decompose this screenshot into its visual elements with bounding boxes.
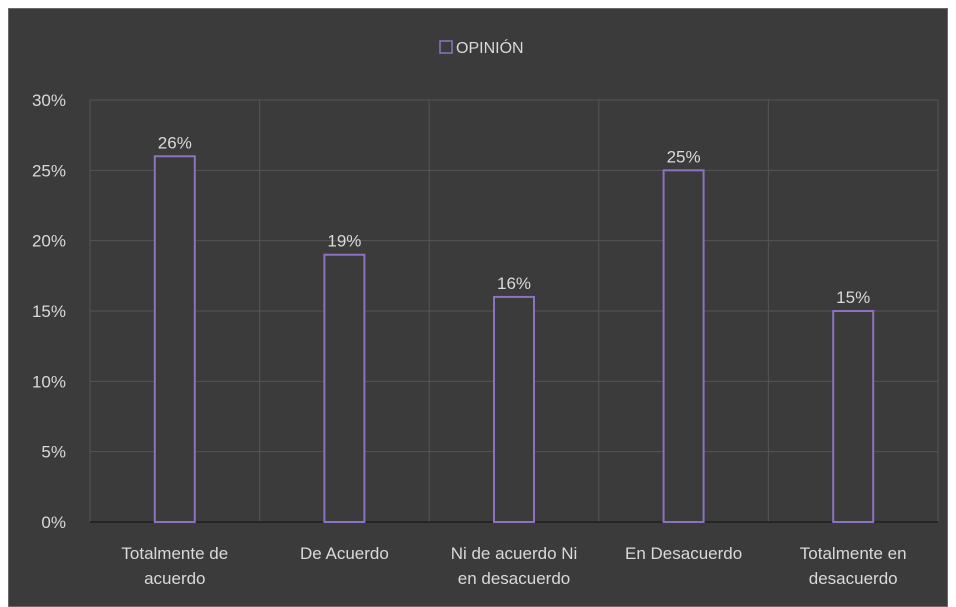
bar [832, 310, 875, 523]
y-axis-ticks: 0% 5% 10% 15% 20% 25% 30% [32, 91, 66, 532]
y-tick-label: 5% [41, 443, 66, 462]
y-tick-label: 15% [32, 302, 66, 321]
y-tick-label: 25% [32, 161, 66, 180]
y-tick-label: 20% [32, 232, 66, 251]
x-tick-label: Totalmente en desacuerdo [800, 544, 907, 588]
data-label: 25% [667, 147, 701, 166]
y-tick-label: 10% [32, 372, 66, 391]
y-tick-label: 0% [41, 513, 66, 532]
legend-label: OPINIÓN [456, 38, 524, 57]
x-tick-label: Ni de acuerdo Ni en desacuerdo [451, 544, 578, 588]
x-tick-label: De Acuerdo [300, 544, 389, 563]
bar [662, 169, 705, 523]
x-tick-label: En Desacuerdo [625, 544, 742, 563]
bar [323, 253, 366, 523]
grid-lines [89, 99, 939, 523]
x-tick-label: Totalmente de acuerdo [121, 544, 228, 588]
data-labels: 26% 19% 16% 25% 15% [158, 133, 870, 307]
data-label: 15% [836, 288, 870, 307]
legend-swatch [439, 40, 453, 54]
y-tick-label: 30% [32, 91, 66, 110]
x-axis-ticks: Totalmente de acuerdo De Acuerdo Ni de acue… [121, 544, 906, 588]
data-label: 26% [158, 133, 192, 152]
data-label: 16% [497, 274, 531, 293]
bar [493, 295, 535, 523]
bar [153, 155, 196, 523]
bars [153, 155, 875, 523]
data-label: 19% [327, 232, 361, 251]
legend: OPINIÓN [439, 38, 524, 57]
